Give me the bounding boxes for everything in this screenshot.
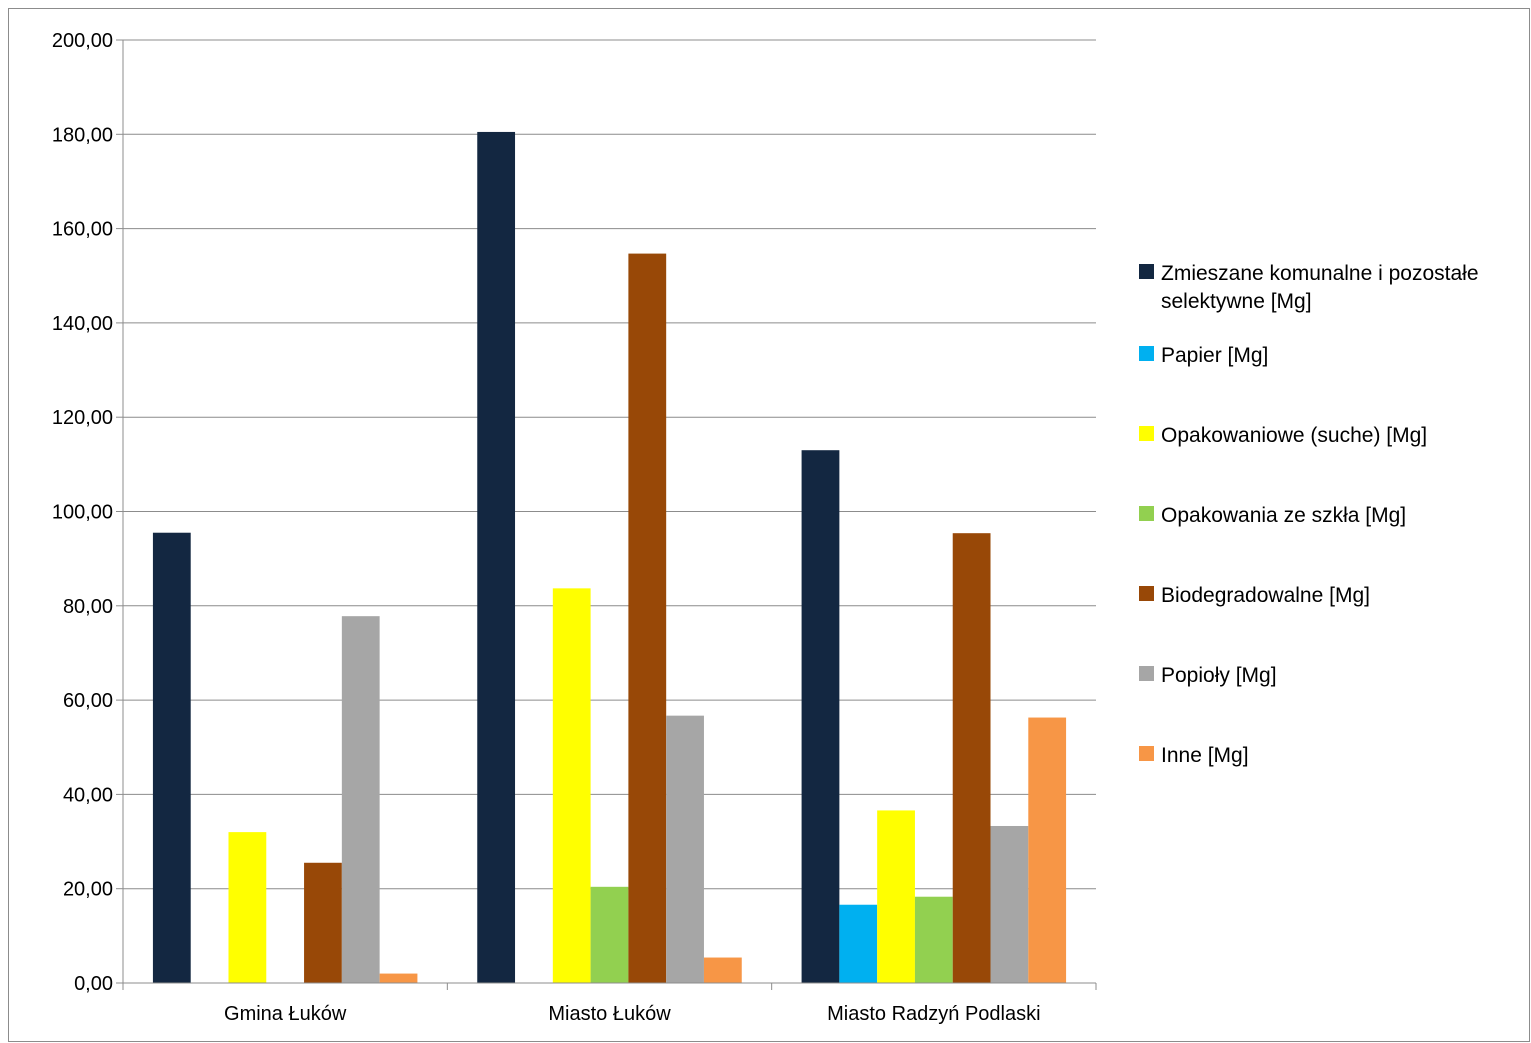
bar	[703, 957, 742, 983]
y-tick-label: 20,00	[63, 879, 113, 901]
legend-label: Inne [Mg]	[1161, 744, 1249, 767]
bar	[952, 533, 991, 983]
y-tick-label: 120,00	[52, 407, 113, 429]
y-tick-label: 0,00	[74, 973, 113, 995]
legend-label: Papier [Mg]	[1161, 344, 1268, 367]
y-tick-label: 80,00	[63, 596, 113, 618]
legend-label: Biodegradowalne [Mg]	[1161, 584, 1370, 607]
bar	[152, 532, 191, 983]
bar	[228, 832, 267, 983]
bar	[341, 616, 380, 983]
gridlines	[123, 39, 1096, 890]
bar	[666, 715, 704, 983]
bar	[477, 131, 516, 983]
legend-label: Opakowaniowe (suche) [Mg]	[1161, 424, 1427, 447]
bar	[914, 896, 953, 983]
legend-swatch	[1139, 346, 1154, 361]
y-tick-label: 200,00	[52, 30, 113, 52]
legend-swatch	[1139, 426, 1154, 441]
legend-swatch	[1139, 746, 1154, 761]
legend-label: selektywne [Mg]	[1161, 290, 1312, 313]
legend-swatch	[1139, 586, 1154, 601]
bar	[590, 886, 629, 983]
legend-label: Popioły [Mg]	[1161, 664, 1277, 687]
axes: 0,00 20,00 40,00 60,00 80,00 100,00 120,00 140,…	[52, 30, 1097, 1025]
y-tick-label: 40,00	[63, 784, 113, 806]
bar	[877, 810, 915, 983]
bar	[304, 862, 342, 983]
bar	[839, 904, 878, 983]
legend-swatch	[1139, 506, 1154, 521]
y-tick-label: 100,00	[52, 502, 113, 524]
legend-swatch	[1139, 264, 1154, 279]
x-category-label: Gmina Łuków	[224, 1003, 347, 1025]
x-category-label: Miasto Łuków	[548, 1003, 671, 1025]
legend-label: Zmieszane komunalne i pozostałe	[1161, 262, 1479, 285]
bar	[1028, 717, 1067, 983]
legend: Zmieszane komunalne i pozostałe selektywn…	[1139, 262, 1479, 767]
bar	[628, 253, 667, 984]
legend-swatch	[1139, 666, 1154, 681]
bar	[990, 825, 1029, 983]
y-tick-label: 60,00	[63, 690, 113, 712]
x-category-label: Miasto Radzyń Podlaski	[827, 1003, 1040, 1025]
y-tick-label: 180,00	[52, 124, 113, 146]
bar	[552, 588, 591, 983]
legend-label: Opakowania ze szkła [Mg]	[1161, 504, 1406, 527]
y-tick-label: 160,00	[52, 219, 113, 241]
bar	[801, 450, 840, 984]
bars	[152, 131, 1067, 984]
bar	[379, 973, 418, 983]
y-tick-label: 140,00	[52, 313, 113, 335]
